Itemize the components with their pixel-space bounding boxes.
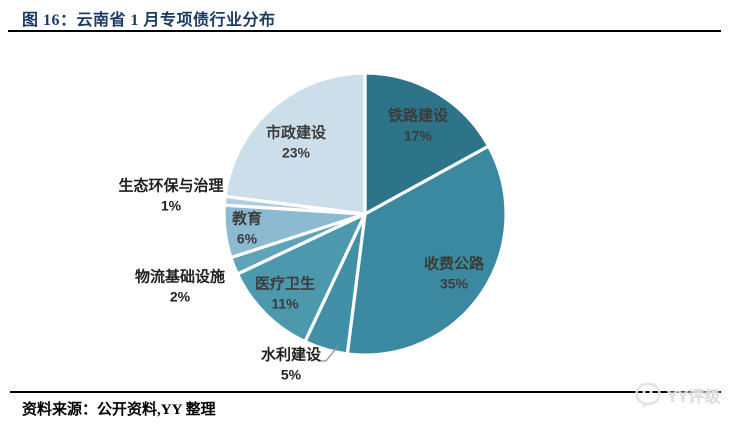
slice-label-7: 生态环保与治理 1% [118, 175, 223, 216]
slice-label-1: 铁路建设 17% [388, 105, 448, 146]
pie-slice-4 [235, 212, 367, 344]
figure-title: 图 16：云南省 1 月专项债行业分布 [22, 12, 276, 29]
source-divider [10, 391, 721, 393]
slice-percent: 11% [271, 295, 299, 312]
slice-label-5: 物流基础设施 2% [135, 266, 225, 307]
slice-label-3: 水利建设 5% [261, 344, 321, 385]
slice-label-4: 医疗卫生 11% [255, 273, 315, 314]
slice-name: 教育 [231, 210, 263, 228]
slice-name: 水利建设 [260, 346, 322, 364]
slice-percent: 6% [236, 230, 258, 247]
slice-name: 医疗卫生 [254, 275, 316, 293]
pie-slice-2 [345, 144, 508, 357]
title-divider [8, 30, 721, 32]
slice-name: 生态环保与治理 [118, 177, 224, 195]
slice-label-8: 市政建设 23% [266, 122, 326, 163]
slice-label-2: 收费公路 35% [424, 253, 484, 294]
watermark-text: YY评级 [667, 389, 721, 406]
slice-name: 市政建设 [265, 124, 327, 142]
slice-name: 收费公路 [423, 255, 485, 273]
watermark: YY评级 [634, 381, 720, 409]
wechat-icon [635, 382, 661, 408]
slice-name: 铁路建设 [387, 107, 449, 125]
pie-slice-1 [363, 71, 491, 216]
slice-percent: 5% [280, 366, 302, 383]
slice-percent: 1% [160, 197, 182, 214]
slice-name: 物流基础设施 [134, 268, 226, 286]
leader-line [318, 345, 339, 362]
slice-percent: 23% [281, 144, 311, 161]
slice-percent: 35% [439, 275, 469, 292]
slice-percent: 2% [169, 288, 191, 305]
slice-percent: 17% [403, 127, 433, 144]
pie-slice-8 [223, 71, 367, 216]
source-note: 资料来源：公开资料,YY 整理 [22, 402, 216, 418]
slice-label-6: 教育 6% [232, 208, 262, 249]
